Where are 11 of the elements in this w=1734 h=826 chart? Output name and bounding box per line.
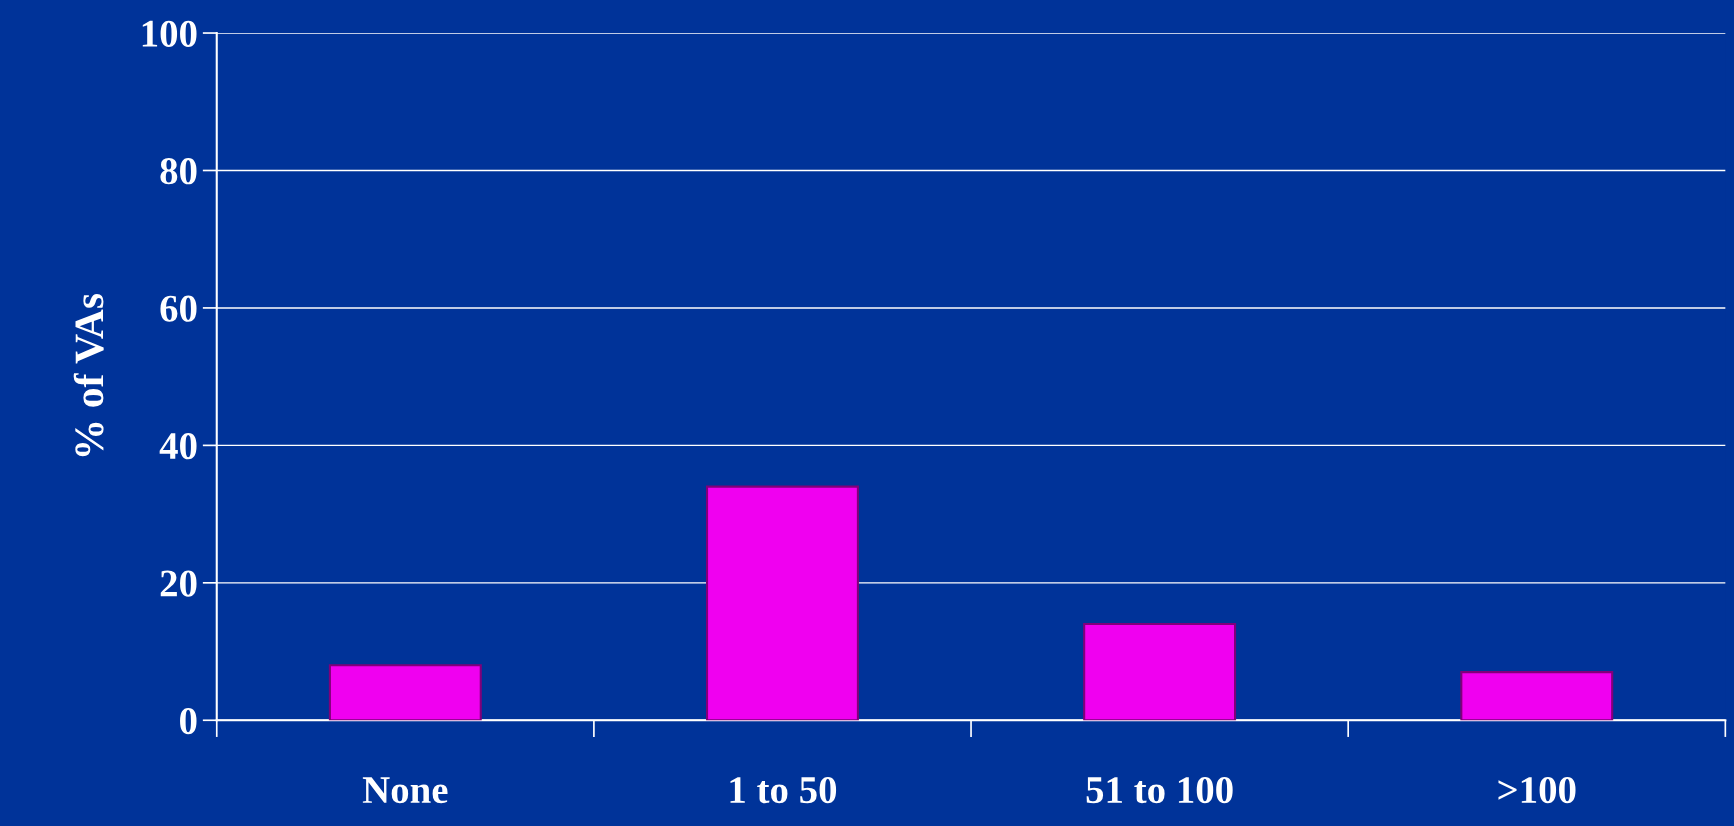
y-tick-label: 100 (142, 20, 197, 47)
y-tick-label: 20 (160, 570, 197, 597)
x-tick-label: 1 to 50 (730, 776, 837, 804)
y-axis-title: % of VAs (73, 293, 104, 457)
x-tick-label: 51 to 100 (1086, 776, 1233, 804)
x-tick-label: >100 (1498, 776, 1576, 804)
x-tick-label: None (362, 777, 448, 804)
y-tick-label: 60 (160, 295, 197, 322)
y-tick-label: 0 (180, 707, 197, 735)
y-tick-label: 80 (160, 158, 197, 185)
y-tick-label: 40 (159, 433, 197, 460)
